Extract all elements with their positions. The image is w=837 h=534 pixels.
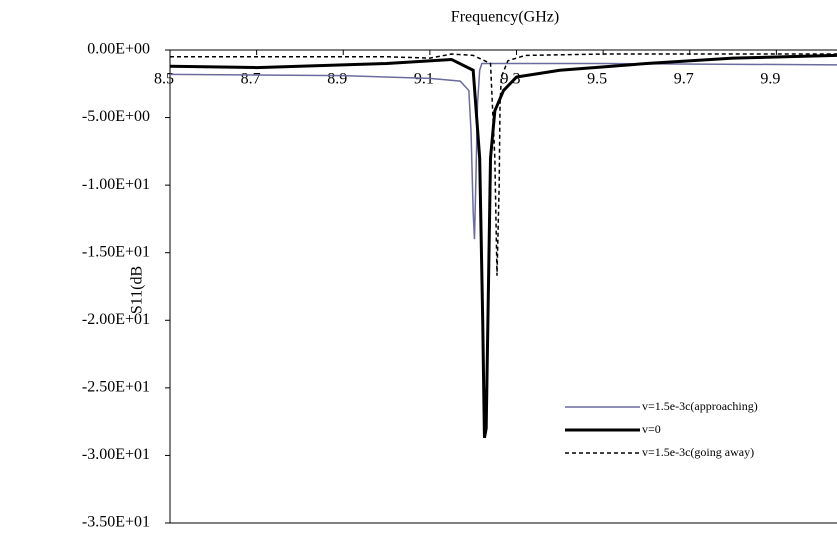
y-tick-label: -1.00E+01 (82, 176, 150, 193)
series-line (169, 53, 837, 439)
y-tick-label: -3.50E+01 (82, 514, 150, 531)
legend-label: v=1.5e-3c(going away) (642, 445, 754, 459)
y-tick-label: -2.00E+01 (82, 311, 150, 328)
x-tick-label: 8.9 (327, 71, 347, 88)
x-tick-label: 9.9 (760, 71, 780, 88)
series-line (170, 53, 837, 276)
y-tick-label: -2.50E+01 (82, 379, 150, 396)
series-line (169, 62, 837, 240)
x-tick-label: 9.7 (674, 71, 694, 88)
y-tick-label: -3.00E+01 (82, 446, 150, 463)
y-tick-label: -1.50E+01 (82, 243, 150, 260)
x-axis-title: Frequency(GHz) (451, 9, 559, 26)
x-tick-label: 9.5 (587, 71, 607, 88)
legend-label: v=1.5e-3c(approaching) (642, 399, 758, 413)
y-tick-label: -5.00E+00 (82, 108, 150, 125)
y-axis-title: S11(dB (129, 266, 146, 314)
x-tick-label: 9.1 (414, 71, 434, 88)
y-tick-label: 0.00E+00 (87, 41, 150, 58)
legend-label: v=0 (642, 422, 661, 436)
x-tick-label: 8.5 (154, 71, 174, 88)
x-tick-label: 8.7 (241, 71, 261, 88)
x-tick-label: 9.3 (500, 71, 520, 88)
